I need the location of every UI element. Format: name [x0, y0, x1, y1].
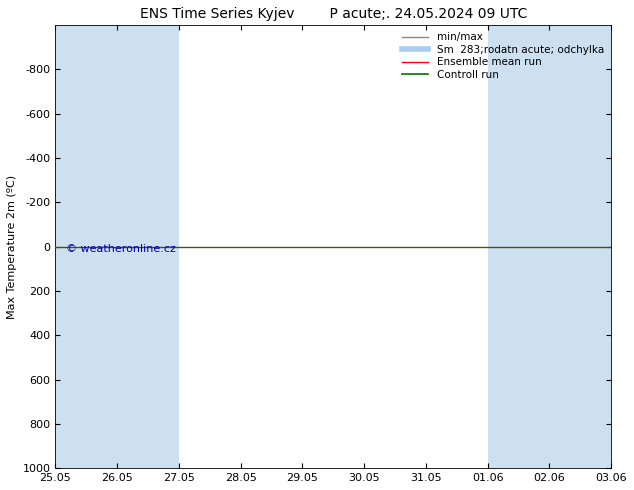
Bar	[117, 25, 179, 468]
Text: © weatheronline.cz: © weatheronline.cz	[67, 244, 176, 254]
Y-axis label: Max Temperature 2m (ºC): Max Temperature 2m (ºC)	[7, 174, 17, 318]
Bar	[550, 25, 611, 468]
Legend: min/max, Sm  283;rodatn acute; odchylka, Ensemble mean run, Controll run: min/max, Sm 283;rodatn acute; odchylka, …	[398, 28, 608, 84]
Title: ENS Time Series Kyjev        P acute;. 24.05.2024 09 UTC: ENS Time Series Kyjev P acute;. 24.05.20…	[139, 7, 527, 21]
Bar	[55, 25, 117, 468]
Bar	[488, 25, 550, 468]
